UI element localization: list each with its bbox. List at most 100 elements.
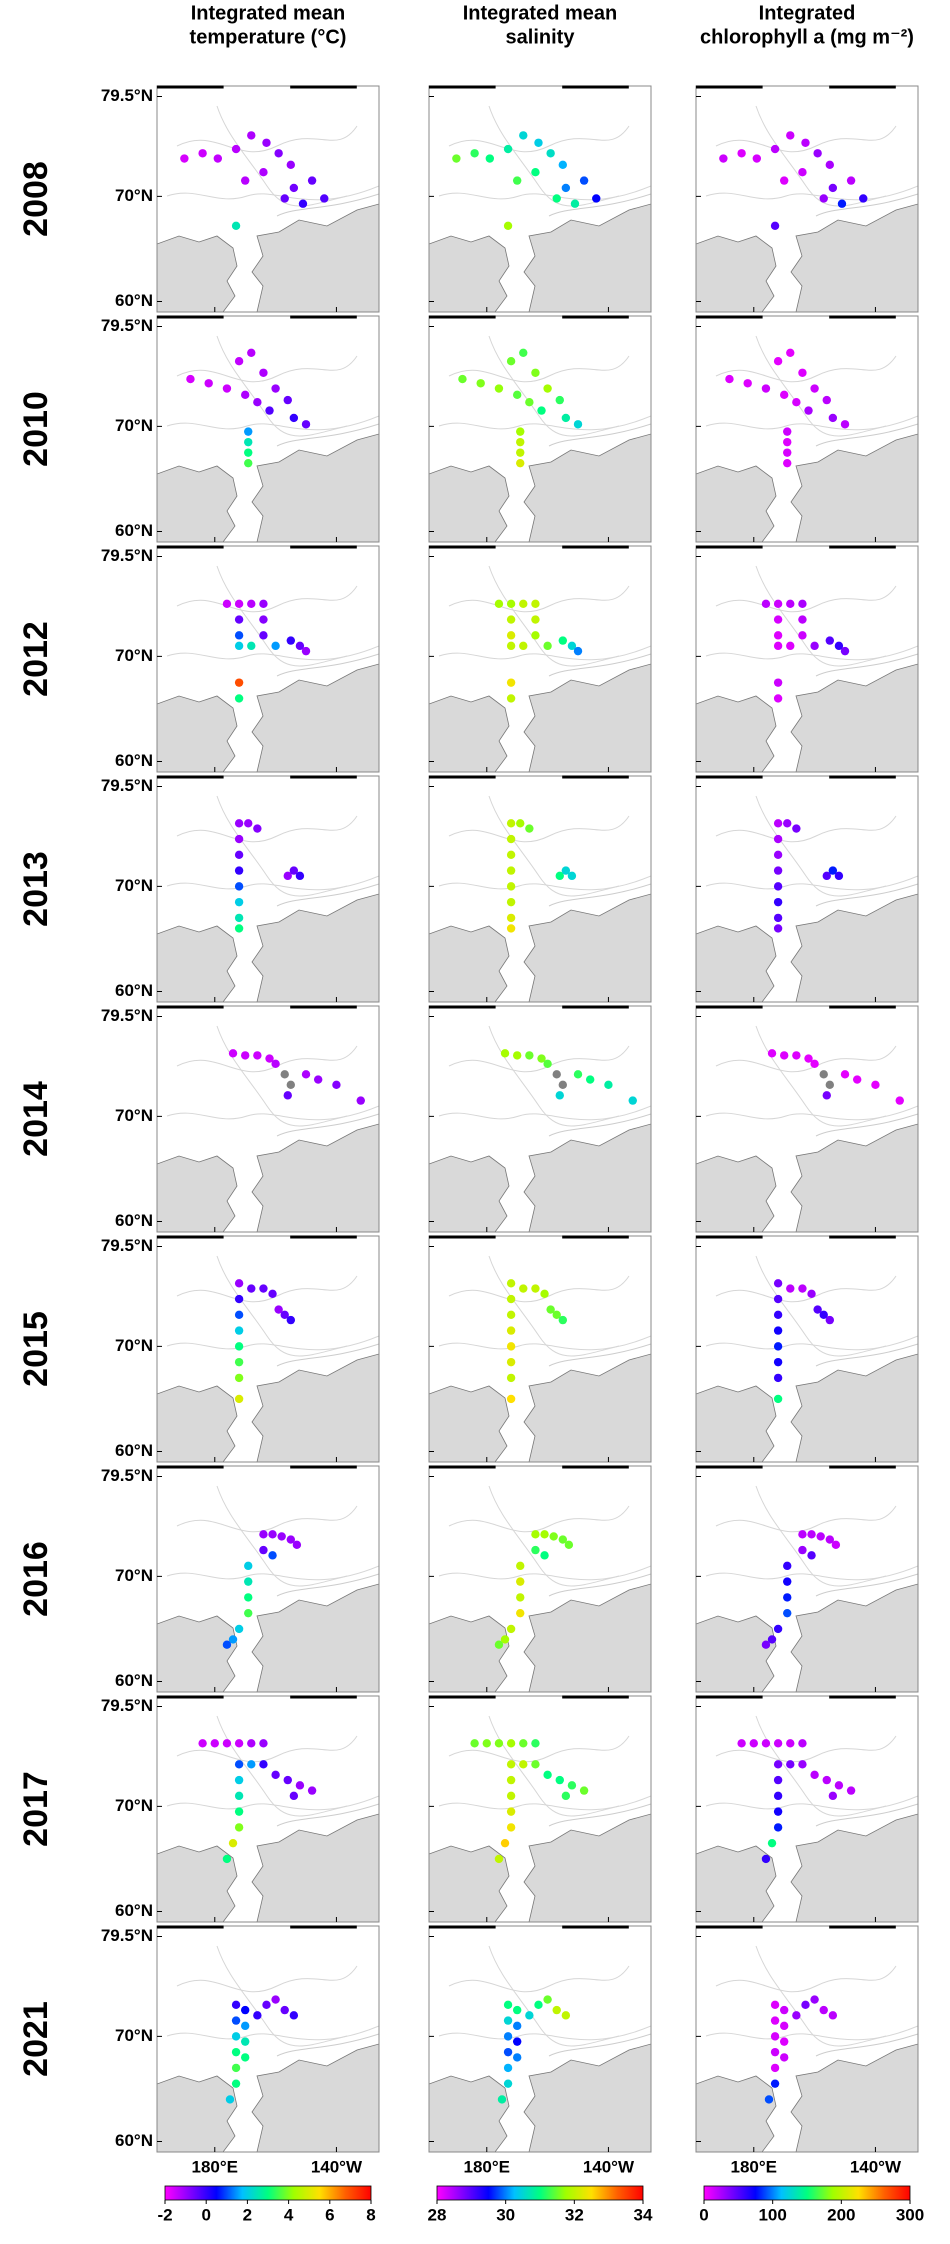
- station-dot: [773, 866, 783, 875]
- basemap: [157, 1715, 379, 1922]
- station-dot: [506, 913, 516, 923]
- lat-tick-label: 60°N: [115, 2131, 153, 2150]
- station-dot: [859, 194, 868, 203]
- station-dot: [234, 631, 244, 640]
- station-dot: [470, 1739, 479, 1748]
- station-dot: [277, 1532, 286, 1541]
- station-dot: [259, 167, 268, 177]
- station-dot: [779, 1051, 789, 1060]
- station-dot: [895, 1096, 904, 1105]
- station-dot: [819, 1070, 828, 1079]
- station-dot: [234, 1310, 244, 1320]
- station-dot: [458, 374, 467, 384]
- station-dot: [767, 1838, 777, 1848]
- panel-frame: [428, 1235, 652, 1463]
- station-dot: [773, 357, 783, 366]
- station-dot: [234, 641, 244, 651]
- station-dot: [783, 427, 792, 436]
- station-dot: [512, 2005, 522, 2015]
- station-dot: [289, 183, 299, 193]
- station-dot: [231, 2016, 241, 2025]
- station-dot: [531, 1530, 540, 1539]
- station-dot: [592, 194, 601, 203]
- station-dot: [244, 819, 253, 828]
- station-dot: [231, 144, 241, 154]
- station-dot: [822, 395, 831, 405]
- station-dot: [555, 871, 564, 881]
- station-dot: [783, 1608, 792, 1618]
- lat-tick-label: 79.5°N: [101, 1236, 153, 1255]
- station-dot: [773, 1823, 783, 1832]
- lon-tick-label: 140°W: [850, 2157, 902, 2176]
- year-label: 2015: [17, 1311, 55, 1387]
- station-dot: [773, 1357, 783, 1367]
- station-dot: [558, 636, 568, 645]
- station-dot: [503, 2000, 513, 2010]
- station-dot: [283, 1091, 292, 1100]
- year-label: 2014: [17, 1081, 55, 1157]
- station-dot: [240, 2037, 250, 2046]
- station-dot: [773, 599, 783, 609]
- station-dot: [506, 357, 516, 366]
- station-dot: [822, 1775, 831, 1785]
- station-dot: [773, 924, 783, 933]
- lat-tick-label: 60°N: [115, 1211, 153, 1230]
- colorbar-tick-label: 100: [758, 2205, 786, 2224]
- station-dot: [825, 1080, 835, 1090]
- basemap: [157, 795, 379, 1002]
- station-dot: [798, 599, 807, 609]
- station-dot: [531, 368, 540, 377]
- panel-frame: [428, 545, 652, 773]
- basemap: [696, 105, 918, 312]
- basemap: [157, 335, 379, 542]
- colorbar-tick-label: 0: [699, 2205, 708, 2224]
- station-dot: [231, 2047, 241, 2057]
- station-dot: [519, 599, 528, 609]
- station-dot: [525, 397, 534, 407]
- station-dot: [761, 599, 771, 609]
- station-dot: [240, 2053, 250, 2062]
- station-dot: [286, 1535, 296, 1544]
- station-dot: [506, 641, 516, 651]
- station-dot: [247, 641, 256, 651]
- station-dot: [506, 599, 516, 609]
- station-dot: [555, 395, 564, 405]
- station-dot: [792, 1051, 801, 1060]
- panel-frame: [156, 1925, 380, 2153]
- station-dot: [274, 149, 283, 158]
- station-dot: [770, 2079, 780, 2088]
- station-dot: [567, 871, 577, 881]
- station-dot: [558, 160, 568, 170]
- station-dot: [519, 348, 528, 357]
- station-dot: [506, 1279, 516, 1288]
- station-dot: [570, 199, 580, 208]
- station-dot: [773, 1310, 783, 1320]
- station-dot: [283, 1775, 292, 1785]
- station-dot: [773, 694, 783, 703]
- panel-frame: [428, 1465, 652, 1693]
- basemap: [157, 1485, 379, 1692]
- station-dot: [247, 1760, 256, 1769]
- station-dot: [786, 1284, 795, 1293]
- lat-tick-label: 70°N: [115, 1796, 153, 1815]
- station-dot: [506, 1739, 516, 1748]
- station-dot: [825, 160, 835, 170]
- basemap: [429, 105, 651, 312]
- station-dot: [512, 390, 522, 400]
- station-dot: [564, 1540, 574, 1550]
- station-dot: [234, 897, 244, 907]
- panel-frame: [695, 85, 919, 313]
- station-dot: [506, 1394, 516, 1404]
- panel-frame: [695, 1465, 919, 1693]
- station-dot: [761, 1854, 771, 1864]
- station-dot: [506, 1823, 516, 1832]
- station-dot: [773, 819, 783, 828]
- station-dot: [770, 221, 780, 231]
- year-label: 2010: [17, 391, 55, 467]
- station-dot: [783, 1561, 792, 1571]
- colorbar-tick-label: 28: [428, 2205, 447, 2224]
- station-dot: [289, 2011, 299, 2020]
- station-dot: [783, 819, 792, 828]
- station-dot: [519, 1284, 528, 1293]
- station-dot: [773, 1294, 783, 1304]
